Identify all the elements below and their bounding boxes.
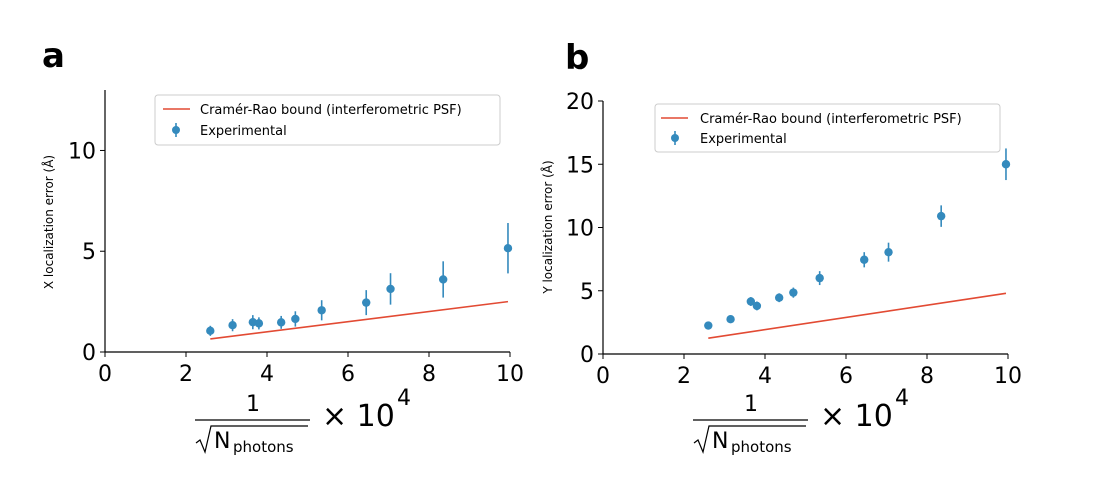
panel-a-data-point [228, 320, 237, 330]
panel-a-data-point [206, 326, 215, 336]
panel-b-x-tick-label: 2 [677, 364, 691, 389]
panel-a-legend-bound-label: Cramér-Rao bound (interferometric PSF) [200, 103, 462, 118]
panel-a-axes: 0 2 4 6 8 10 0 5 10 [68, 90, 524, 387]
panel-a-legend: Cramér-Rao bound (interferometric PSF) E… [154, 94, 501, 146]
panel-a-data-point [291, 314, 300, 324]
panel-b-legend-bound-label: Cramér-Rao bound (interferometric PSF) [700, 112, 962, 127]
panel-a-ylabel: X localization error (Å) [41, 155, 56, 289]
panel-b-axes: 0 2 4 6 8 10 0 5 10 15 20 [566, 90, 1022, 389]
panel-a-data-point [317, 306, 326, 315]
panel-b-x-tick-label: 4 [758, 364, 772, 389]
panel-b-x-tick-label: 10 [994, 364, 1022, 389]
panel-b-data-point [726, 315, 735, 324]
panel-b: b Y localization error (Å) 0 2 4 6 8 10 0 5 10 15… [540, 38, 1022, 456]
panel-b-data-point [860, 255, 869, 264]
panel-a-y-tick-label: 0 [82, 341, 96, 366]
panel-a-xlabel-subscript: photons [233, 438, 294, 456]
panel-b-data-point [746, 297, 756, 306]
panel-a-data-point [362, 298, 371, 307]
panel-b-data-point [774, 293, 784, 302]
panel-b-y-tick-label: 15 [566, 153, 594, 178]
panel-b-data-point [936, 211, 946, 221]
panel-b-data-point [1001, 160, 1011, 169]
panel-a-xlabel: 1 N photons × 10 4 [195, 386, 411, 456]
panel-b-data-point [815, 273, 824, 283]
panel-a-sqrt-icon [195, 425, 308, 454]
panel-b-legend-marker-swatch [671, 134, 679, 142]
panel-b-y-tick-label: 5 [580, 280, 594, 305]
panel-a-xlabel-multiplier: × 10 [322, 399, 395, 434]
panel-b-xlabel-numerator: 1 [744, 392, 758, 417]
panel-a-y-tick-label: 10 [68, 139, 96, 164]
panel-a-xlabel-exponent: 4 [397, 386, 411, 411]
panel-b-sqrt-icon [693, 425, 806, 454]
panel-a-data-point [386, 284, 395, 294]
panel-a: a X localization error (Å) 0 2 4 6 8 10 0 5 10 C… [41, 36, 524, 456]
panel-b-xlabel-radicand: N [712, 429, 728, 454]
panel-b-y-tick-label: 0 [580, 343, 594, 368]
panel-b-data-point [704, 321, 713, 330]
panel-b-data-point [789, 288, 798, 297]
panel-b-x-tick-label: 8 [920, 364, 934, 389]
panel-a-x-tick-label: 0 [98, 362, 112, 387]
panel-a-x-tick-label: 4 [260, 362, 274, 387]
panel-a-data-point [438, 275, 448, 284]
panel-b-legend: Cramér-Rao bound (interferometric PSF) E… [654, 103, 1001, 153]
panel-a-x-tick-label: 2 [179, 362, 193, 387]
panel-a-x-tick-label: 8 [422, 362, 436, 387]
panel-b-xlabel-multiplier: × 10 [820, 399, 893, 434]
panel-a-x-tick-label: 6 [341, 362, 355, 387]
panel-a-legend-marker-swatch [172, 126, 180, 134]
panel-a-legend-box [154, 94, 501, 146]
panel-a-xlabel-radicand: N [214, 429, 230, 454]
panel-a-data-point [276, 318, 286, 327]
panel-b-data-point [884, 247, 893, 257]
panel-a-x-tick-label: 10 [496, 362, 524, 387]
panel-b-legend-box [654, 103, 1001, 153]
panel-b-xlabel: 1 N photons × 10 4 [693, 386, 909, 456]
panel-b-xlabel-subscript: photons [731, 438, 792, 456]
panel-a-data-point [254, 319, 264, 328]
panel-a-legend-experimental-label: Experimental [200, 124, 287, 139]
panel-b-data-point [752, 301, 762, 311]
panel-b-letter: b [565, 38, 589, 78]
panel-a-data-point [503, 244, 513, 253]
panel-a-y-tick-label: 5 [82, 240, 96, 265]
panel-b-xlabel-exponent: 4 [895, 386, 909, 411]
panel-b-ylabel: Y localization error (Å) [540, 160, 555, 294]
panel-b-y-tick-label: 20 [566, 90, 594, 115]
panel-b-legend-experimental-label: Experimental [700, 132, 787, 147]
panel-a-xlabel-numerator: 1 [246, 392, 260, 417]
panel-b-x-tick-label: 6 [839, 364, 853, 389]
panel-b-cramer-rao-line [708, 292, 1007, 339]
panel-a-cramer-rao-line [210, 300, 509, 340]
panel-a-letter: a [42, 36, 65, 76]
panel-b-y-tick-label: 10 [566, 217, 594, 242]
panel-b-x-tick-label: 0 [596, 364, 610, 389]
